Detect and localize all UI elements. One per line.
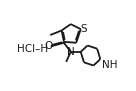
Text: NH: NH [102, 60, 117, 70]
Text: O: O [44, 41, 52, 51]
Text: HCl–H: HCl–H [17, 44, 49, 54]
Text: S: S [80, 24, 87, 34]
Text: N: N [67, 47, 75, 57]
